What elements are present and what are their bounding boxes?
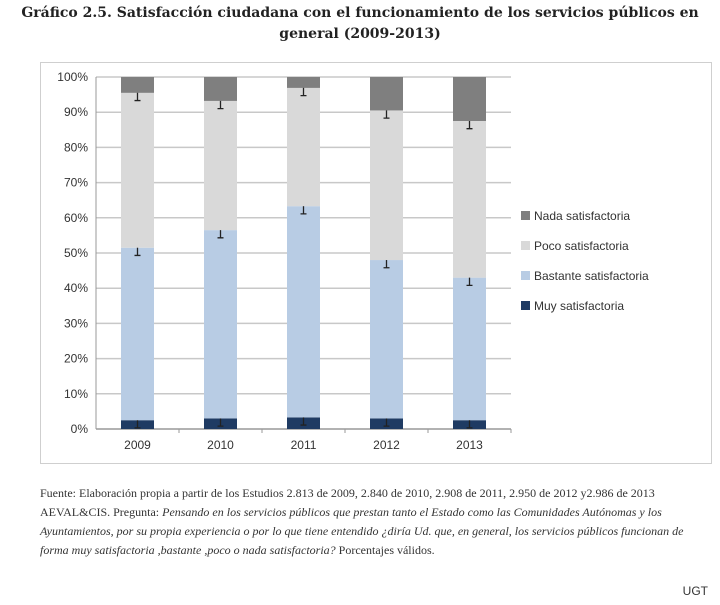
x-tick-label: 2011 (291, 438, 317, 452)
bar-segment-nada-satisfactoria (287, 77, 320, 88)
x-tick-label: 2009 (124, 438, 151, 452)
x-tick-label: 2010 (207, 438, 234, 452)
chart-title: Gráfico 2.5. Satisfacción ciudadana con … (0, 3, 720, 45)
y-tick-label: 100% (57, 70, 88, 84)
legend-label: Bastante satisfactoria (534, 269, 649, 283)
note-text: Porcentajes válidos. (335, 543, 435, 557)
credit-label: UGT (682, 584, 708, 598)
bar-segment-poco-satisfactoria (453, 121, 486, 278)
y-tick-label: 50% (64, 246, 88, 260)
legend-swatch (521, 271, 530, 280)
bar-segment-nada-satisfactoria (204, 77, 237, 101)
y-tick-label: 70% (64, 176, 88, 190)
bar-segment-poco-satisfactoria (287, 87, 320, 207)
bar-segment-bastante-satisfactoria (287, 206, 320, 418)
y-tick-label: 30% (64, 316, 88, 330)
legend-swatch (521, 211, 530, 220)
bar-segment-bastante-satisfactoria (121, 247, 154, 421)
bar-segment-nada-satisfactoria (370, 77, 403, 111)
legend-label: Nada satisfactoria (534, 209, 630, 223)
y-tick-label: 90% (64, 105, 88, 119)
bar-segment-bastante-satisfactoria (453, 277, 486, 421)
y-tick-label: 80% (64, 140, 88, 154)
title-line-1: Gráfico 2.5. Satisfacción ciudadana con … (21, 5, 699, 21)
survey-question: Pensando en los servicios públicos que p… (40, 505, 684, 557)
x-tick-label: 2012 (373, 438, 400, 452)
y-tick-label: 40% (64, 281, 88, 295)
title-line-2: general (2009-2013) (279, 26, 441, 42)
bar-segment-nada-satisfactoria (121, 77, 154, 93)
bar-segment-poco-satisfactoria (370, 110, 403, 261)
chart-frame: 0% 10% 20% 30% 40% 50% 60% 70% 80% 90% 100% 2009 201… (40, 62, 712, 464)
bar-segment-bastante-satisfactoria (204, 230, 237, 419)
legend-label: Poco satisfactoria (534, 239, 629, 253)
legend-label: Muy satisfactoria (534, 299, 624, 313)
stacked-bar-chart: 0% 10% 20% 30% 40% 50% 60% 70% 80% 90% 100% 2009 201… (57, 70, 649, 452)
y-tick-label: 10% (64, 387, 88, 401)
y-tick-label: 20% (64, 352, 88, 366)
source-note: Fuente: Elaboración propia a partir de l… (40, 484, 710, 560)
legend-swatch (521, 241, 530, 250)
bar-segment-nada-satisfactoria (453, 77, 486, 121)
source-text: Fuente: Elaboración propia a partir de l… (40, 486, 655, 519)
bar-segment-poco-satisfactoria (204, 100, 237, 231)
legend-swatch (521, 301, 530, 310)
y-tick-label: 0% (71, 422, 89, 436)
bar-segment-bastante-satisfactoria (370, 260, 403, 419)
bar-segment-poco-satisfactoria (121, 92, 154, 248)
x-tick-label: 2013 (456, 438, 483, 452)
y-tick-label: 60% (64, 211, 88, 225)
